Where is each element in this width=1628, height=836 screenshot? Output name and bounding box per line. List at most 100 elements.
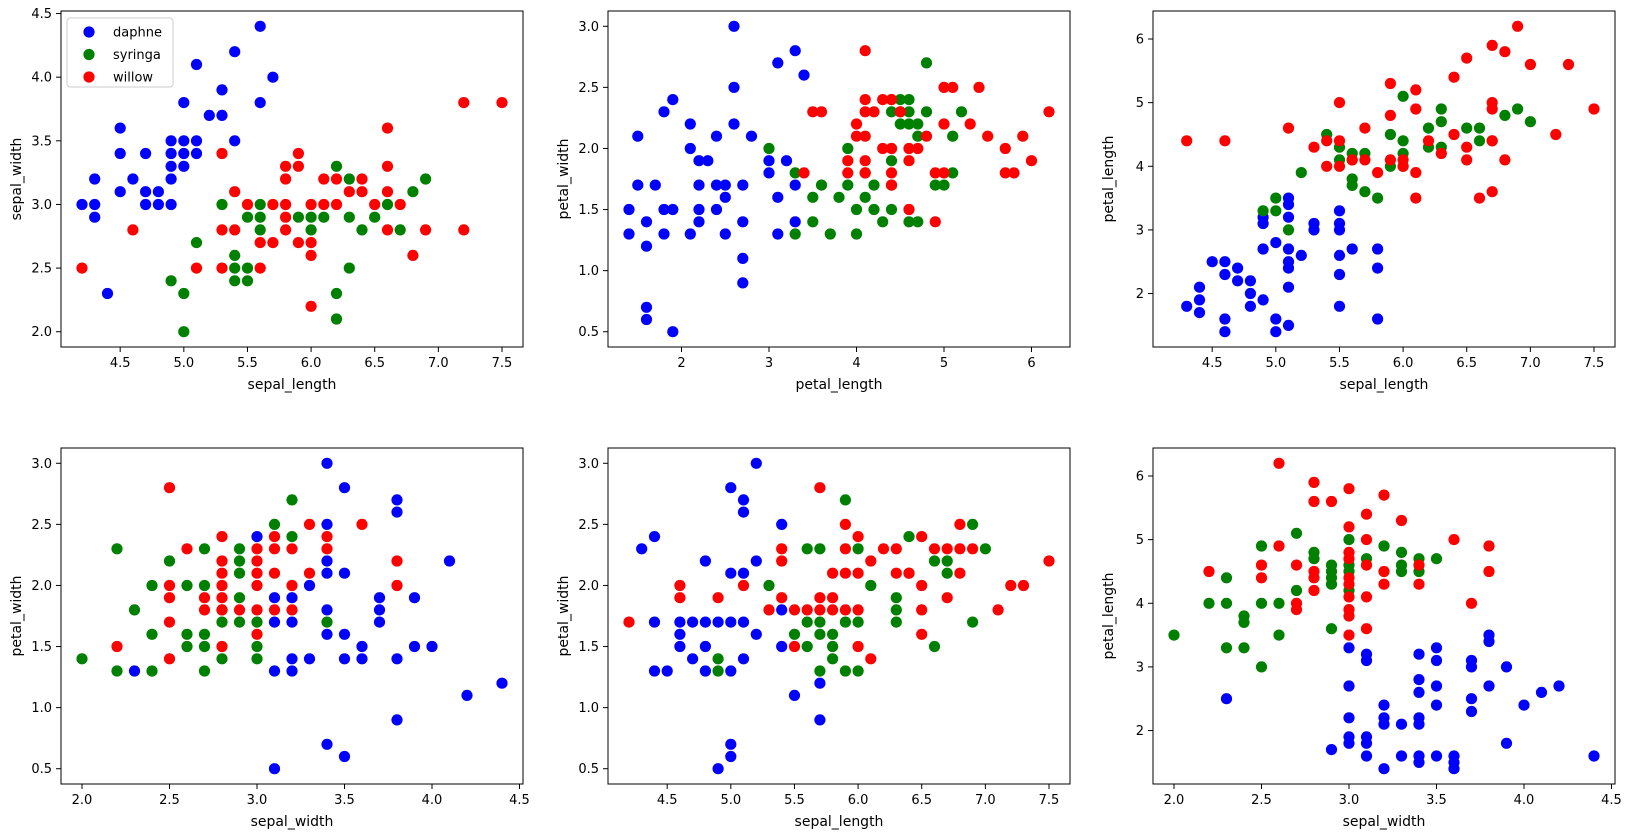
scatter-point-willow bbox=[865, 555, 877, 567]
scatter-point-daphne bbox=[338, 750, 351, 763]
scatter-point-syringa bbox=[1273, 629, 1285, 641]
scatter-point-daphne bbox=[496, 677, 508, 689]
scatter-point-syringa bbox=[1435, 103, 1447, 115]
scatter-point-daphne bbox=[426, 640, 438, 653]
scatter-point-willow bbox=[1372, 167, 1384, 179]
scatter-point-daphne bbox=[203, 109, 215, 121]
scatter-point-syringa bbox=[763, 579, 775, 592]
scatter-point-willow bbox=[1413, 578, 1425, 590]
scatter-point-daphne bbox=[728, 81, 740, 93]
scatter-point-willow bbox=[76, 262, 88, 274]
scatter-point-willow bbox=[776, 555, 788, 567]
scatter-point-daphne bbox=[684, 142, 696, 155]
scatter-point-willow bbox=[303, 567, 316, 579]
scatter-point-willow bbox=[885, 94, 898, 106]
scatter-point-willow bbox=[292, 237, 304, 249]
scatter-point-willow bbox=[814, 592, 826, 604]
scatter-point-syringa bbox=[229, 262, 241, 274]
x-tick-label: 6.0 bbox=[301, 356, 322, 371]
scatter-point-daphne bbox=[648, 531, 661, 543]
x-tick-label: 5.0 bbox=[720, 793, 741, 808]
scatter-point-syringa bbox=[859, 191, 871, 203]
scatter-point-willow bbox=[737, 579, 750, 592]
scatter-point-willow bbox=[216, 579, 228, 592]
y-tick-label: 5 bbox=[1136, 533, 1144, 548]
scatter-point-syringa bbox=[1395, 565, 1408, 578]
scatter-point-syringa bbox=[1203, 597, 1215, 609]
scatter-point-daphne bbox=[658, 228, 670, 240]
scatter-point-daphne bbox=[152, 198, 164, 211]
scatter-point-willow bbox=[241, 198, 254, 211]
scatter-point-willow bbox=[1378, 489, 1390, 501]
scatter-point-syringa bbox=[801, 543, 813, 555]
scatter-point-daphne bbox=[1282, 319, 1295, 331]
scatter-point-willow bbox=[280, 211, 292, 223]
scatter-point-syringa bbox=[356, 224, 368, 236]
scatter-point-willow bbox=[763, 604, 775, 616]
scatter-point-syringa bbox=[947, 167, 959, 179]
scatter-point-daphne bbox=[674, 640, 686, 653]
scatter-point-syringa bbox=[852, 665, 864, 677]
scatter-point-daphne bbox=[710, 130, 723, 142]
x-tick-label: 6.5 bbox=[911, 793, 932, 808]
scatter-point-syringa bbox=[1343, 534, 1355, 546]
scatter-point-syringa bbox=[979, 543, 991, 555]
scatter-point-daphne bbox=[1333, 205, 1346, 217]
x-axis-label: sepal_length bbox=[248, 377, 337, 393]
scatter-point-daphne bbox=[1257, 294, 1269, 306]
y-tick-label: 2.5 bbox=[578, 81, 599, 96]
scatter-point-willow bbox=[1043, 106, 1055, 118]
x-axis: 4.5 5.0 5.5 6.0 6.5 7.0 7.5 sepal_length bbox=[110, 347, 512, 393]
y-axis-label: petal_width bbox=[556, 575, 572, 656]
scatter-point-willow bbox=[877, 142, 889, 155]
scatter-point-willow bbox=[1448, 71, 1460, 83]
scatter-series-willow bbox=[1181, 20, 1600, 204]
scatter-point-willow bbox=[1308, 476, 1320, 488]
scatter-point-syringa bbox=[1273, 597, 1285, 609]
scatter-point-syringa bbox=[967, 518, 979, 530]
scatter-point-willow bbox=[305, 249, 317, 261]
scatter-point-daphne bbox=[674, 616, 686, 628]
scatter-point-willow bbox=[381, 224, 394, 236]
scatter-point-willow bbox=[1486, 103, 1498, 115]
scatter-point-syringa bbox=[877, 216, 889, 228]
scatter-point-willow bbox=[254, 262, 266, 274]
scatter-point-daphne bbox=[321, 555, 333, 567]
scatter-point-syringa bbox=[241, 275, 254, 287]
scatter-point-willow bbox=[1435, 147, 1447, 160]
scatter-point-daphne bbox=[321, 628, 333, 640]
scatter-point-willow bbox=[1422, 135, 1435, 147]
scatter-point-willow bbox=[268, 567, 281, 579]
scatter-point-willow bbox=[1562, 58, 1575, 71]
scatter-point-willow bbox=[163, 592, 176, 604]
scatter-point-daphne bbox=[693, 179, 705, 191]
legend-label: daphne bbox=[113, 26, 162, 41]
scatter-panel-5: 4.5 5.0 5.5 6.0 6.5 7.0 7.5 sepal_length 0.5 1.0 1… bbox=[543, 418, 1086, 836]
scatter-point-willow bbox=[1333, 97, 1346, 109]
scatter-point-daphne bbox=[1465, 661, 1478, 673]
scatter-point-syringa bbox=[181, 579, 193, 592]
scatter-point-willow bbox=[859, 130, 871, 142]
scatter-point-syringa bbox=[1512, 103, 1524, 115]
scatter-point-willow bbox=[1219, 135, 1231, 147]
scatter-point-syringa bbox=[1435, 116, 1447, 128]
scatter-point-willow bbox=[251, 604, 263, 616]
scatter-point-daphne bbox=[1206, 256, 1218, 268]
scatter-point-willow bbox=[827, 604, 839, 616]
scatter-point-willow bbox=[894, 106, 906, 118]
scatter-series-willow bbox=[623, 482, 1055, 665]
y-axis: 0.5 1.0 1.5 2.0 2.5 3.0 petal_width bbox=[556, 20, 608, 340]
scatter-point-daphne bbox=[623, 203, 635, 216]
scatter-point-daphne bbox=[1378, 763, 1390, 775]
scatter-point-syringa bbox=[254, 211, 266, 223]
scatter-point-willow bbox=[254, 237, 266, 249]
scatter-point-willow bbox=[839, 604, 851, 616]
scatter-point-daphne bbox=[674, 628, 686, 640]
y-tick-label: 2 bbox=[1136, 287, 1144, 302]
x-axis-label: sepal_length bbox=[1340, 377, 1429, 393]
scatter-plot: 4.5 5.0 5.5 6.0 6.5 7.0 7.5 sepal_length 2 3 4 5 6 pe… bbox=[1101, 10, 1616, 393]
scatter-point-willow bbox=[807, 106, 819, 118]
scatter-point-syringa bbox=[1397, 90, 1409, 102]
scatter-point-willow bbox=[947, 81, 959, 93]
